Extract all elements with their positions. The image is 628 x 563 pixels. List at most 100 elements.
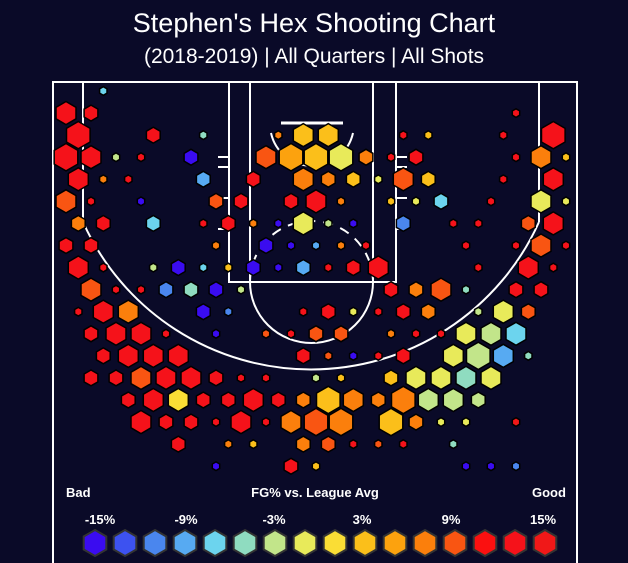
hex-bin <box>258 236 274 255</box>
hex-bin <box>540 120 566 150</box>
hex-bin <box>336 240 346 251</box>
legend-hex <box>412 528 438 558</box>
hex-bin <box>486 196 496 207</box>
hex-bin <box>183 148 199 166</box>
legend-good-label: Good <box>532 485 566 500</box>
hex-bin <box>117 299 140 325</box>
hex-bin <box>342 387 365 413</box>
hex-bin <box>130 409 152 435</box>
hex-bin <box>286 240 296 251</box>
hex-bin <box>183 413 199 431</box>
hex-bin <box>198 129 208 141</box>
legend-tick-label: -3% <box>262 512 286 527</box>
hex-bin <box>448 218 458 229</box>
hex-bin <box>295 391 311 409</box>
hex-bin <box>323 262 333 273</box>
legend-hex <box>442 528 468 558</box>
hex-bin <box>386 152 396 163</box>
hex-bin <box>123 174 133 185</box>
hex-bin <box>55 100 77 126</box>
hex-bin <box>492 299 515 325</box>
hex-bin <box>336 196 346 207</box>
hex-bin <box>436 328 446 339</box>
hex-bin <box>328 407 354 437</box>
hex-bin <box>498 174 508 185</box>
hex-bin <box>517 255 540 280</box>
hex-bin <box>83 104 99 122</box>
legend-color-scale <box>82 528 558 558</box>
hex-bin <box>55 188 77 214</box>
hex-bin <box>323 218 333 229</box>
hex-bin <box>305 188 327 214</box>
hex-bin <box>111 284 121 295</box>
hex-bin <box>367 255 390 280</box>
hex-bin <box>473 306 483 317</box>
hex-bin <box>95 214 111 233</box>
hex-bin <box>136 284 146 295</box>
hex-bin <box>336 372 346 384</box>
hex-bin <box>208 192 224 211</box>
hex-bin <box>136 152 146 163</box>
hex-bin <box>98 85 108 97</box>
hex-bin <box>348 438 358 450</box>
hex-bin <box>530 144 552 170</box>
hex-bin <box>561 240 571 251</box>
hex-bin <box>211 461 221 472</box>
hex-bin <box>120 391 136 409</box>
legend-hex <box>82 528 108 558</box>
hex-bin <box>480 365 502 391</box>
hex-bin <box>442 387 465 413</box>
hex-bin <box>470 391 486 409</box>
hex-bin <box>170 435 186 453</box>
hex-bin <box>480 321 502 347</box>
hex-bin <box>142 387 165 413</box>
hex-bin <box>86 196 96 207</box>
hex-bin <box>286 328 296 339</box>
hex-bin <box>158 413 174 431</box>
hex-bin <box>145 126 161 144</box>
hex-bin <box>465 341 491 371</box>
legend-hex <box>232 528 258 558</box>
hex-bin <box>411 328 421 339</box>
legend-hex <box>262 528 288 558</box>
hex-bin <box>220 214 236 233</box>
hex-bin <box>511 416 521 428</box>
hex-bin <box>433 192 449 211</box>
hex-bin <box>530 188 552 214</box>
hex-bin <box>73 306 83 317</box>
hex-bin <box>117 343 140 369</box>
hex-bin <box>98 262 108 273</box>
hex-bin <box>283 192 299 211</box>
hex-bin <box>65 120 91 150</box>
hex-bin <box>236 372 246 384</box>
hex-bin <box>530 233 552 258</box>
free-throw-circle-bottom <box>249 281 374 344</box>
hex-bin <box>303 407 329 437</box>
hex-bin <box>183 280 199 299</box>
hex-bin <box>473 262 483 273</box>
hex-bin <box>358 148 374 166</box>
hex-bin <box>295 258 311 277</box>
hex-bin <box>303 142 329 172</box>
hex-bin <box>420 170 436 189</box>
hex-bin <box>155 365 177 391</box>
hex-bin <box>211 240 221 251</box>
hex-bin <box>67 166 90 192</box>
hex-bin <box>170 258 186 277</box>
hex-bin <box>236 284 246 295</box>
hex-bin <box>373 174 383 185</box>
hex-bin <box>198 218 208 229</box>
hex-bin <box>58 236 74 255</box>
hex-bin <box>80 277 102 302</box>
hex-bin <box>320 302 336 321</box>
hex-bin <box>442 343 465 369</box>
hex-bin <box>270 391 286 409</box>
hex-bin <box>83 236 99 255</box>
hex-bin <box>283 457 299 475</box>
hex-bin <box>70 214 86 233</box>
hex-bin <box>148 262 158 273</box>
hex-bin <box>345 170 361 189</box>
hex-bin <box>295 347 311 365</box>
hex-bin <box>315 385 341 415</box>
hex-bin <box>448 438 458 450</box>
